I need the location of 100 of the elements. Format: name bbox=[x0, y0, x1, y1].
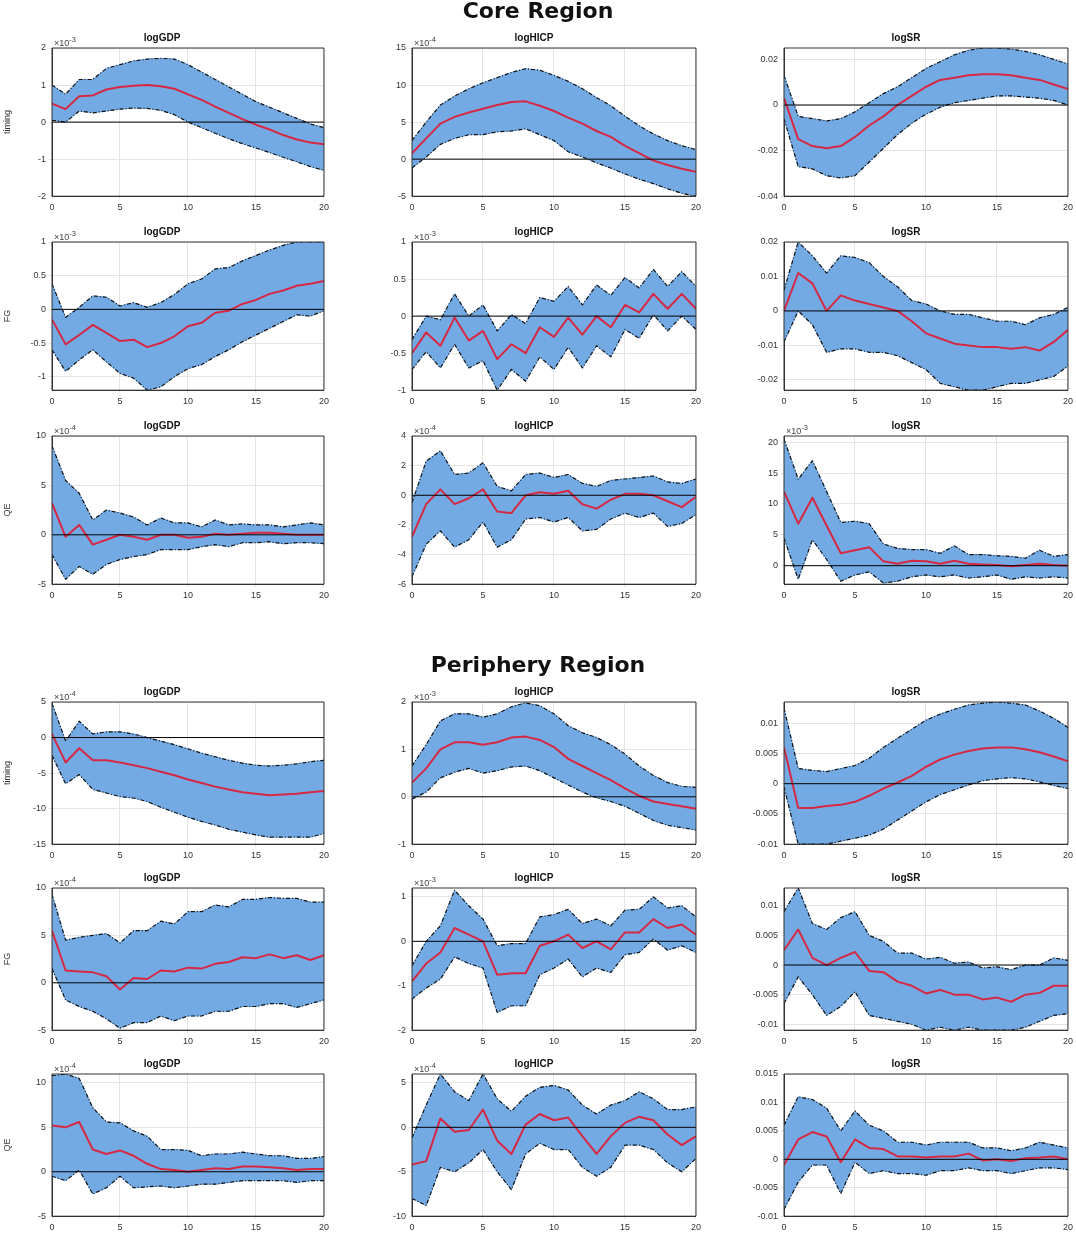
chart-title: logHICP bbox=[514, 419, 554, 431]
y-tick-label: 0 bbox=[772, 305, 778, 316]
y-tick-label: -5 bbox=[37, 767, 46, 778]
x-tick-label: 15 bbox=[619, 1036, 630, 1047]
chart-title: logHICP bbox=[514, 685, 554, 697]
text: Core Region bbox=[461, 0, 615, 23]
y-tick-label: 0 bbox=[40, 303, 46, 314]
y-tick-label: -4 bbox=[397, 549, 406, 560]
x-tick-label: 15 bbox=[250, 850, 261, 861]
y-tick-label: 0 bbox=[772, 560, 778, 571]
x-tick-label: 5 bbox=[480, 202, 486, 213]
x-tick-label: 0 bbox=[781, 590, 787, 601]
y-tick-label: 5 bbox=[40, 696, 46, 707]
x-tick-label: 20 bbox=[318, 590, 329, 601]
x-tick-label: 10 bbox=[548, 590, 560, 601]
x-tick-label: 0 bbox=[781, 396, 787, 407]
x-tick-label: 20 bbox=[690, 850, 701, 861]
chart-subtitle: ×10$^{-4}$ bbox=[54, 875, 76, 888]
x-tick-label: 0 bbox=[409, 850, 415, 861]
x-tick-label: 15 bbox=[619, 850, 630, 861]
x-tick-label: 10 bbox=[920, 590, 932, 601]
x-tick-label: 20 bbox=[690, 590, 701, 601]
x-tick-label: 20 bbox=[1062, 1222, 1073, 1233]
x-tick-label: 15 bbox=[619, 202, 630, 213]
text: Periphery Region bbox=[429, 652, 647, 677]
y-tick-label: 1 bbox=[400, 236, 406, 247]
y-tick-label: 0.5 bbox=[393, 273, 406, 284]
x-tick-label: 10 bbox=[548, 850, 560, 861]
x-tick-label: 20 bbox=[690, 202, 701, 213]
y-tick-label: 2 bbox=[400, 696, 406, 707]
x-tick-label: 15 bbox=[250, 1222, 261, 1233]
y-tick-label: -0.04 bbox=[757, 190, 778, 201]
y-tick-label: 0.005 bbox=[755, 747, 778, 758]
chart-subtitle: ×10$^{-4}$ bbox=[54, 423, 76, 436]
x-tick-label: 10 bbox=[182, 396, 194, 407]
y-tick-label: 5 bbox=[40, 479, 46, 490]
y-tick-label: 0 bbox=[772, 778, 778, 789]
chart-title: logSR bbox=[891, 31, 922, 43]
x-tick-label: 5 bbox=[852, 1222, 858, 1233]
chart-title: logGDP bbox=[143, 871, 181, 883]
y-tick-label: -5 bbox=[37, 1210, 46, 1221]
y-tick-label: -0.005 bbox=[752, 808, 778, 819]
x-tick-label: 0 bbox=[409, 590, 415, 601]
y-tick-label: 0.02 bbox=[760, 53, 778, 64]
chart-title: logGDP bbox=[143, 419, 181, 431]
x-tick-label: 0 bbox=[781, 1222, 787, 1233]
x-tick-label: 0 bbox=[49, 1036, 55, 1047]
x-tick-label: 0 bbox=[781, 850, 787, 861]
y-tick-label: 0.5 bbox=[33, 270, 46, 281]
chart-title: logSR bbox=[891, 1057, 922, 1069]
chart-subtitle: ×10$^{-4}$ bbox=[414, 35, 436, 48]
chart-subtitle: ×10$^{-3}$ bbox=[414, 875, 436, 888]
x-tick-label: 0 bbox=[781, 1036, 787, 1047]
x-tick-label: 15 bbox=[250, 396, 261, 407]
x-tick-label: 10 bbox=[548, 202, 560, 213]
x-tick-label: 20 bbox=[690, 396, 701, 407]
chart-title: logSR bbox=[891, 419, 922, 431]
x-tick-label: 15 bbox=[991, 590, 1002, 601]
x-tick-label: 10 bbox=[920, 1222, 932, 1233]
y-tick-label: -5 bbox=[37, 1024, 46, 1035]
x-tick-label: 5 bbox=[852, 590, 858, 601]
chart-subtitle: ×10$^{-4}$ bbox=[54, 1061, 76, 1074]
x-tick-label: 5 bbox=[117, 850, 123, 861]
x-tick-label: 5 bbox=[852, 202, 858, 213]
y-tick-label: 2 bbox=[40, 42, 46, 53]
y-tick-label: -6 bbox=[397, 578, 406, 589]
y-tick-label: 10 bbox=[767, 498, 778, 509]
x-tick-label: 10 bbox=[548, 1036, 560, 1047]
x-tick-label: 20 bbox=[318, 1222, 329, 1233]
y-tick-label: 15 bbox=[395, 42, 406, 53]
chart-title: logHICP bbox=[514, 1057, 554, 1069]
y-tick-label: -0.02 bbox=[757, 374, 778, 385]
y-tick-label: -5 bbox=[397, 190, 406, 201]
x-tick-label: 5 bbox=[117, 1222, 123, 1233]
y-tick-label: -0.005 bbox=[752, 989, 778, 1000]
y-tick-label: 0 bbox=[40, 732, 46, 743]
x-tick-label: 15 bbox=[250, 590, 261, 601]
x-tick-label: 15 bbox=[250, 1036, 261, 1047]
y-tick-label: -2 bbox=[37, 190, 46, 201]
y-tick-label: 4 bbox=[400, 430, 406, 441]
y-axis-title: QE bbox=[1, 503, 12, 517]
x-tick-label: 10 bbox=[548, 396, 560, 407]
x-tick-label: 0 bbox=[49, 590, 55, 601]
y-tick-label: -10 bbox=[392, 1210, 406, 1221]
y-tick-label: -5 bbox=[397, 1166, 406, 1177]
x-tick-label: 5 bbox=[117, 590, 123, 601]
x-tick-label: 20 bbox=[1062, 202, 1073, 213]
y-tick-label: -0.01 bbox=[757, 838, 778, 849]
x-tick-label: 20 bbox=[1062, 1036, 1073, 1047]
chart-subtitle: ×10$^{-3}$ bbox=[54, 229, 76, 242]
x-tick-label: 5 bbox=[117, 202, 123, 213]
y-tick-label: 0.005 bbox=[755, 1125, 778, 1136]
x-tick-label: 5 bbox=[852, 1036, 858, 1047]
x-tick-label: 20 bbox=[1062, 850, 1073, 861]
y-tick-label: -1 bbox=[37, 371, 46, 382]
x-tick-label: 20 bbox=[318, 396, 329, 407]
y-tick-label: 0 bbox=[40, 116, 46, 127]
y-tick-label: -2 bbox=[397, 1024, 406, 1035]
x-tick-label: 20 bbox=[1062, 396, 1073, 407]
x-tick-label: 0 bbox=[49, 1222, 55, 1233]
